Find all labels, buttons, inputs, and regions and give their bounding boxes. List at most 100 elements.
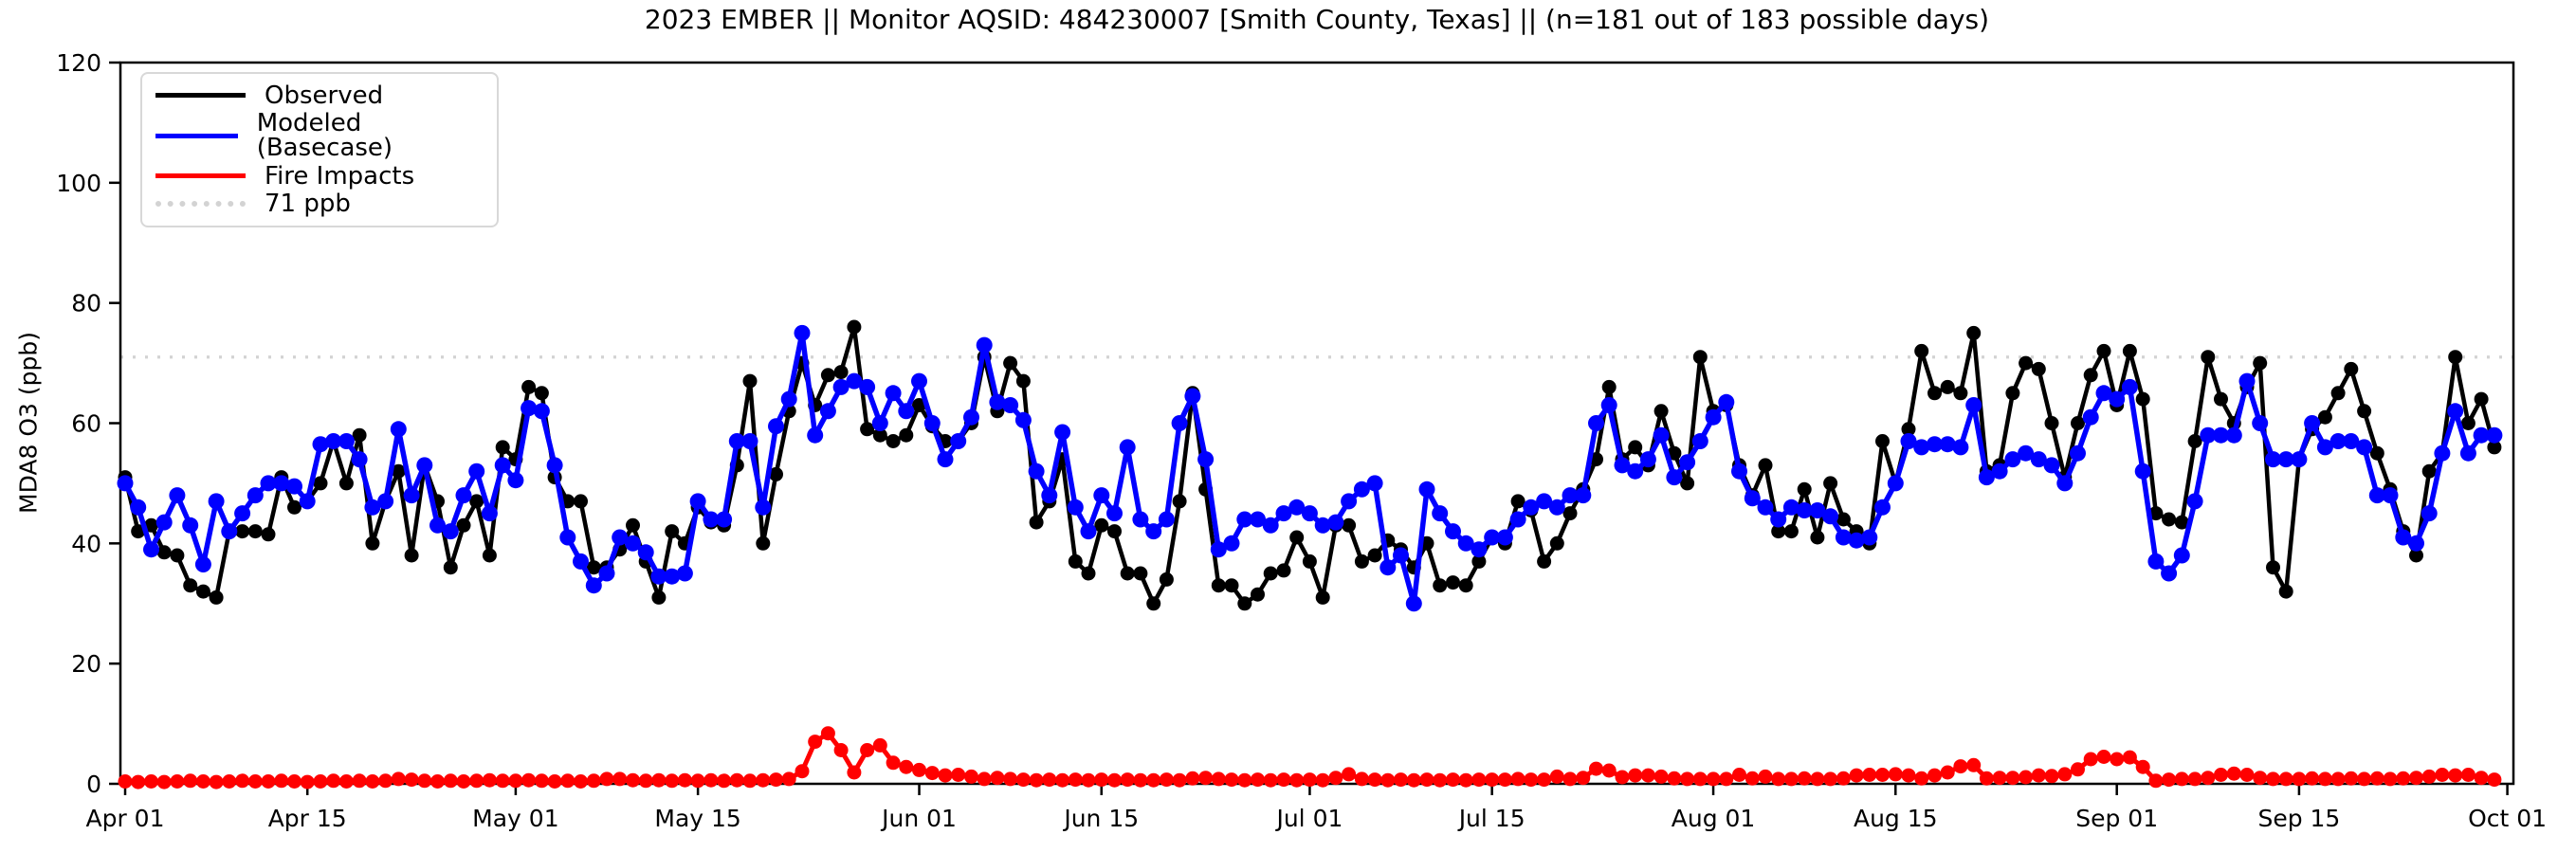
data-point-modeled-basecase [1262,517,1279,534]
data-point-modeled-basecase [937,451,954,468]
data-point-modeled-basecase [1158,511,1175,528]
data-point-fire-impacts [170,774,185,789]
data-point-modeled-basecase [728,433,745,449]
data-point-observed [2214,391,2228,407]
data-point-modeled-basecase [390,421,407,438]
legend: Observed Modeled (Basecase) Fire Impacts… [140,72,499,227]
data-point-observed [1068,554,1083,569]
data-point-modeled-basecase [1887,475,1904,492]
data-point-fire-impacts [1185,771,1200,786]
data-point-modeled-basecase [755,499,772,516]
data-point-observed [1601,379,1617,394]
data-point-modeled-basecase [1965,397,1982,413]
x-tick-label: May 15 [654,805,740,832]
data-point-modeled-basecase [455,487,472,504]
data-point-observed [1172,494,1187,509]
data-point-modeled-basecase [1393,547,1409,564]
data-point-observed [1771,524,1786,539]
data-point-fire-impacts [1055,772,1070,788]
data-point-fire-impacts [742,773,758,789]
data-point-modeled-basecase [286,478,302,495]
data-point-observed [1692,350,1708,365]
data-point-modeled-basecase [559,529,576,546]
data-point-modeled-basecase [1471,541,1488,558]
data-point-observed [899,427,914,443]
data-point-fire-impacts [1029,772,1044,788]
data-point-modeled-basecase [325,433,342,449]
data-point-fire-impacts [1146,772,1161,788]
data-point-fire-impacts [1224,772,1239,788]
data-point-modeled-basecase [1575,487,1592,504]
data-point-fire-impacts [300,774,315,789]
data-point-fire-impacts [1198,771,1214,786]
data-point-observed [1549,535,1564,551]
data-point-modeled-basecase [689,493,706,510]
data-point-fire-impacts [2201,771,2216,786]
x-tick-label: Aug 15 [1854,805,1938,832]
data-point-observed [131,524,146,539]
data-point-observed [2083,368,2098,383]
data-point-observed [1146,596,1161,611]
data-point-modeled-basecase [1014,411,1032,428]
data-point-observed [1029,515,1044,530]
data-point-fire-impacts [612,771,628,787]
y-tick-label: 100 [56,170,101,197]
data-point-modeled-basecase [1666,469,1683,486]
data-point-modeled-basecase [2109,390,2126,408]
data-point-fire-impacts [1549,769,1564,784]
data-point-fire-impacts [2317,771,2332,787]
data-point-observed [1510,494,1526,509]
data-point-modeled-basecase [871,415,888,431]
data-point-observed [651,590,667,605]
data-point-fire-impacts [2278,771,2293,787]
data-point-fire-impacts [1680,771,1695,787]
data-point-observed [2135,391,2150,407]
data-point-modeled-basecase [650,568,667,585]
data-point-modeled-basecase [1432,505,1449,522]
data-point-observed [391,463,406,479]
data-point-fire-impacts [222,774,237,789]
data-point-modeled-basecase [2030,451,2047,468]
data-point-observed [183,578,198,593]
data-point-observed [626,517,640,533]
data-point-observed [1133,566,1148,581]
data-point-observed [1758,458,1773,473]
data-point-observed [860,422,875,437]
data-point-fire-impacts [1328,771,1343,786]
data-point-modeled-basecase [1275,505,1292,522]
data-point-fire-impacts [1394,772,1408,788]
data-point-fire-impacts [2448,768,2463,783]
data-point-observed [456,517,471,533]
data-point-modeled-basecase [2070,445,2086,462]
observed-line-swatch-icon [155,93,246,99]
data-point-modeled-basecase [403,487,420,504]
data-point-modeled-basecase [2095,385,2112,402]
data-point-observed [574,494,588,509]
data-point-modeled-basecase [1484,529,1501,546]
data-point-modeled-basecase [351,451,368,468]
data-point-modeled-basecase [1002,397,1019,413]
legend-label-threshold: 71 ppb [265,190,351,219]
data-point-fire-impacts [2239,768,2255,782]
data-point-modeled-basecase [468,463,485,480]
data-point-modeled-basecase [637,544,654,561]
data-point-modeled-basecase [1445,523,1461,540]
data-point-modeled-basecase [794,324,811,341]
data-point-observed [1276,563,1291,578]
data-point-modeled-basecase [585,577,602,594]
data-point-fire-impacts [508,773,523,789]
data-point-modeled-basecase [2395,529,2412,546]
data-point-modeled-basecase [1041,487,1058,504]
data-point-observed [195,584,210,599]
data-point-modeled-basecase [923,415,941,431]
data-point-modeled-basecase [1379,559,1397,576]
data-point-modeled-basecase [208,493,225,510]
data-point-modeled-basecase [741,433,758,449]
data-point-modeled-basecase [2329,433,2347,449]
data-point-modeled-basecase [963,408,979,426]
data-point-fire-impacts [2344,771,2359,786]
data-point-observed [2487,440,2502,455]
data-point-fire-impacts [1576,771,1591,786]
data-point-fire-impacts [638,773,653,789]
